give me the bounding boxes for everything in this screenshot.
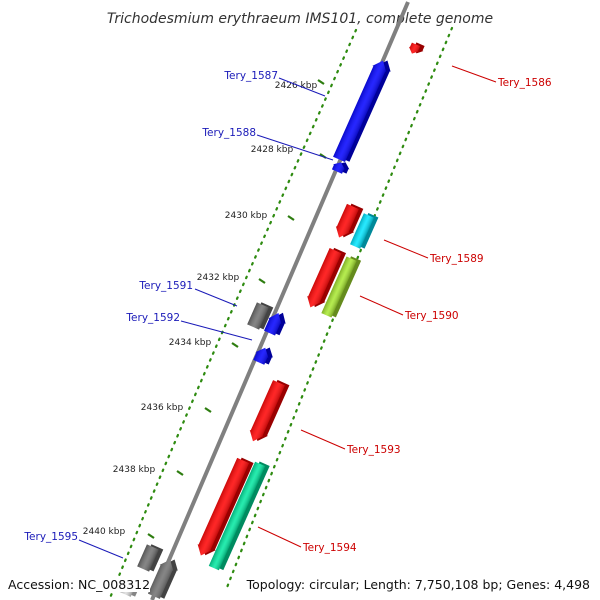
other-feature-2-shading — [321, 256, 357, 318]
gene-label: Tery_1595 — [23, 531, 78, 543]
leader-line — [278, 77, 326, 97]
outer-dotted-ring — [224, 26, 454, 592]
leader-line — [194, 288, 238, 307]
gene-tery-1595-shading — [147, 559, 174, 599]
gene-tery-1587 — [333, 60, 391, 162]
tick-mark — [317, 79, 325, 85]
gene-label: Tery_1590 — [404, 310, 459, 322]
tick-label: 2426 kbp — [275, 81, 318, 91]
gene-tery-1590-shading — [307, 248, 342, 308]
gene-tery-1595 — [137, 544, 164, 572]
leader-line — [451, 65, 497, 83]
gene-tery-1594-shading — [197, 457, 250, 556]
gene-label: Tery_1588 — [201, 127, 256, 139]
tick-mark — [287, 215, 295, 221]
tick-label: 2430 kbp — [225, 211, 268, 221]
gene-tery-1589 — [335, 203, 364, 238]
gene-label: Tery_1589 — [429, 253, 484, 265]
gene-tery-1588 — [331, 162, 350, 174]
tick-label: 2432 kbp — [197, 273, 240, 283]
gene-tery-1594 — [197, 457, 254, 556]
tick-mark — [258, 278, 266, 284]
gene-tery-1588-shading — [331, 162, 345, 174]
gene-tery-1592-shading — [253, 347, 269, 365]
gene-tery-1587-shading — [333, 60, 387, 162]
gene-tery-1595 — [147, 559, 178, 599]
gene-tery-1592 — [253, 347, 273, 365]
accession-text: Accession: NC_008312 — [8, 577, 151, 592]
gene-labels: Tery_1586 Tery_1587 Tery_1588 Tery_1589 Tery… — [23, 65, 552, 559]
gene-tery-1593-shading — [249, 380, 285, 442]
gene-tery-1586 — [408, 42, 425, 54]
tick-label: 2440 kbp — [83, 527, 126, 537]
tick-label: 2428 kbp — [251, 145, 294, 155]
tick-marks: 2426 kbp 2428 kbp 2430 kbp 2432 kbp 2434 kbp… — [83, 79, 327, 539]
tick-label: 2436 kbp — [141, 403, 184, 413]
gene-tery-1591 — [247, 302, 274, 330]
leader-line — [300, 429, 346, 450]
leader-line — [180, 320, 253, 341]
gene-tery-1591-shading — [247, 302, 269, 330]
other-feature-3 — [208, 461, 270, 571]
tick-mark — [147, 533, 155, 539]
tick-label: 2434 kbp — [169, 338, 212, 348]
feature-arrows — [119, 42, 425, 599]
tick-mark — [204, 407, 212, 413]
gene-label: Tery_1594 — [302, 542, 357, 554]
other-feature-2 — [321, 256, 362, 318]
leader-line — [383, 239, 429, 259]
gene-tery-1593 — [249, 379, 290, 442]
leader-line — [257, 526, 302, 548]
tick-mark — [176, 470, 184, 476]
gene-label: Tery_1593 — [346, 444, 401, 456]
map-title: Trichodesmium erythraeum IMS101, complet… — [107, 11, 493, 27]
gene-label: Tery_1591 — [138, 280, 193, 292]
gene-tery-1590 — [307, 247, 347, 308]
gene-tery-1586-shading — [408, 42, 421, 54]
other-feature-3-shading — [208, 461, 266, 571]
leader-line — [256, 134, 334, 161]
topology-text: Topology: circular; Length: 7,750,108 bp… — [246, 577, 590, 592]
tick-label: 2438 kbp — [113, 465, 156, 475]
other-feature-1-shading — [350, 213, 374, 249]
gene-tery-1589-shading — [335, 203, 359, 238]
tick-mark — [231, 342, 239, 348]
gene-tery-1592-shading — [264, 312, 282, 336]
gene-label: Tery_1586 — [497, 77, 552, 89]
leader-line — [359, 295, 404, 316]
gene-tery-1592 — [264, 312, 286, 336]
gene-tery-1595-shading — [137, 544, 159, 572]
gene-label: Tery_1587 — [223, 70, 278, 82]
leader-line — [78, 539, 124, 559]
other-feature-1 — [350, 213, 379, 249]
gene-label: Tery_1592 — [125, 312, 180, 324]
